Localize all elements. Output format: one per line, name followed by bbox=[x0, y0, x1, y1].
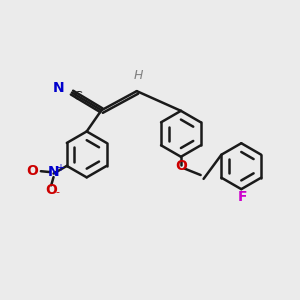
Text: O: O bbox=[26, 164, 38, 178]
Text: N: N bbox=[53, 81, 64, 94]
Text: -: - bbox=[56, 188, 60, 197]
Text: +: + bbox=[56, 163, 64, 173]
Text: C: C bbox=[73, 90, 82, 103]
Text: O: O bbox=[45, 183, 57, 197]
Text: N: N bbox=[48, 165, 59, 179]
Text: F: F bbox=[237, 190, 247, 204]
Text: O: O bbox=[175, 159, 187, 173]
Text: H: H bbox=[134, 69, 143, 82]
